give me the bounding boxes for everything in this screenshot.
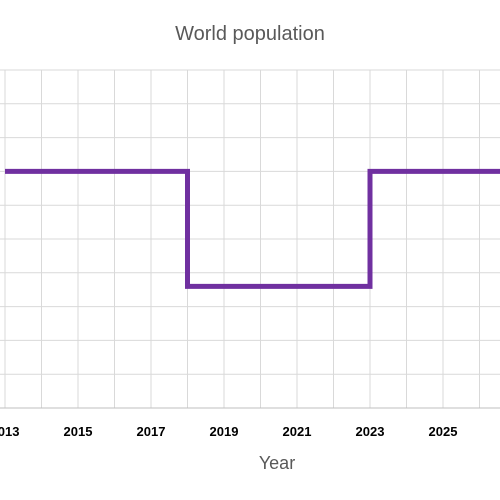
series-layer (5, 168, 500, 289)
x-tick-labels: 2013 2015 2017 2019 2021 2023 2025 (0, 424, 457, 439)
grid-lines (0, 69, 500, 408)
x-tick-label: 2019 (210, 424, 239, 439)
x-tick-label: 2013 (0, 424, 19, 439)
x-tick-label: 2025 (429, 424, 458, 439)
chart-title: World population (175, 23, 325, 45)
x-tick-label: 2023 (356, 424, 385, 439)
x-tick-label: 2017 (137, 424, 166, 439)
x-axis-title: Year (259, 453, 295, 473)
x-tick-label: 2021 (283, 424, 312, 439)
series-line (5, 168, 500, 289)
x-tick-label: 2015 (64, 424, 93, 439)
